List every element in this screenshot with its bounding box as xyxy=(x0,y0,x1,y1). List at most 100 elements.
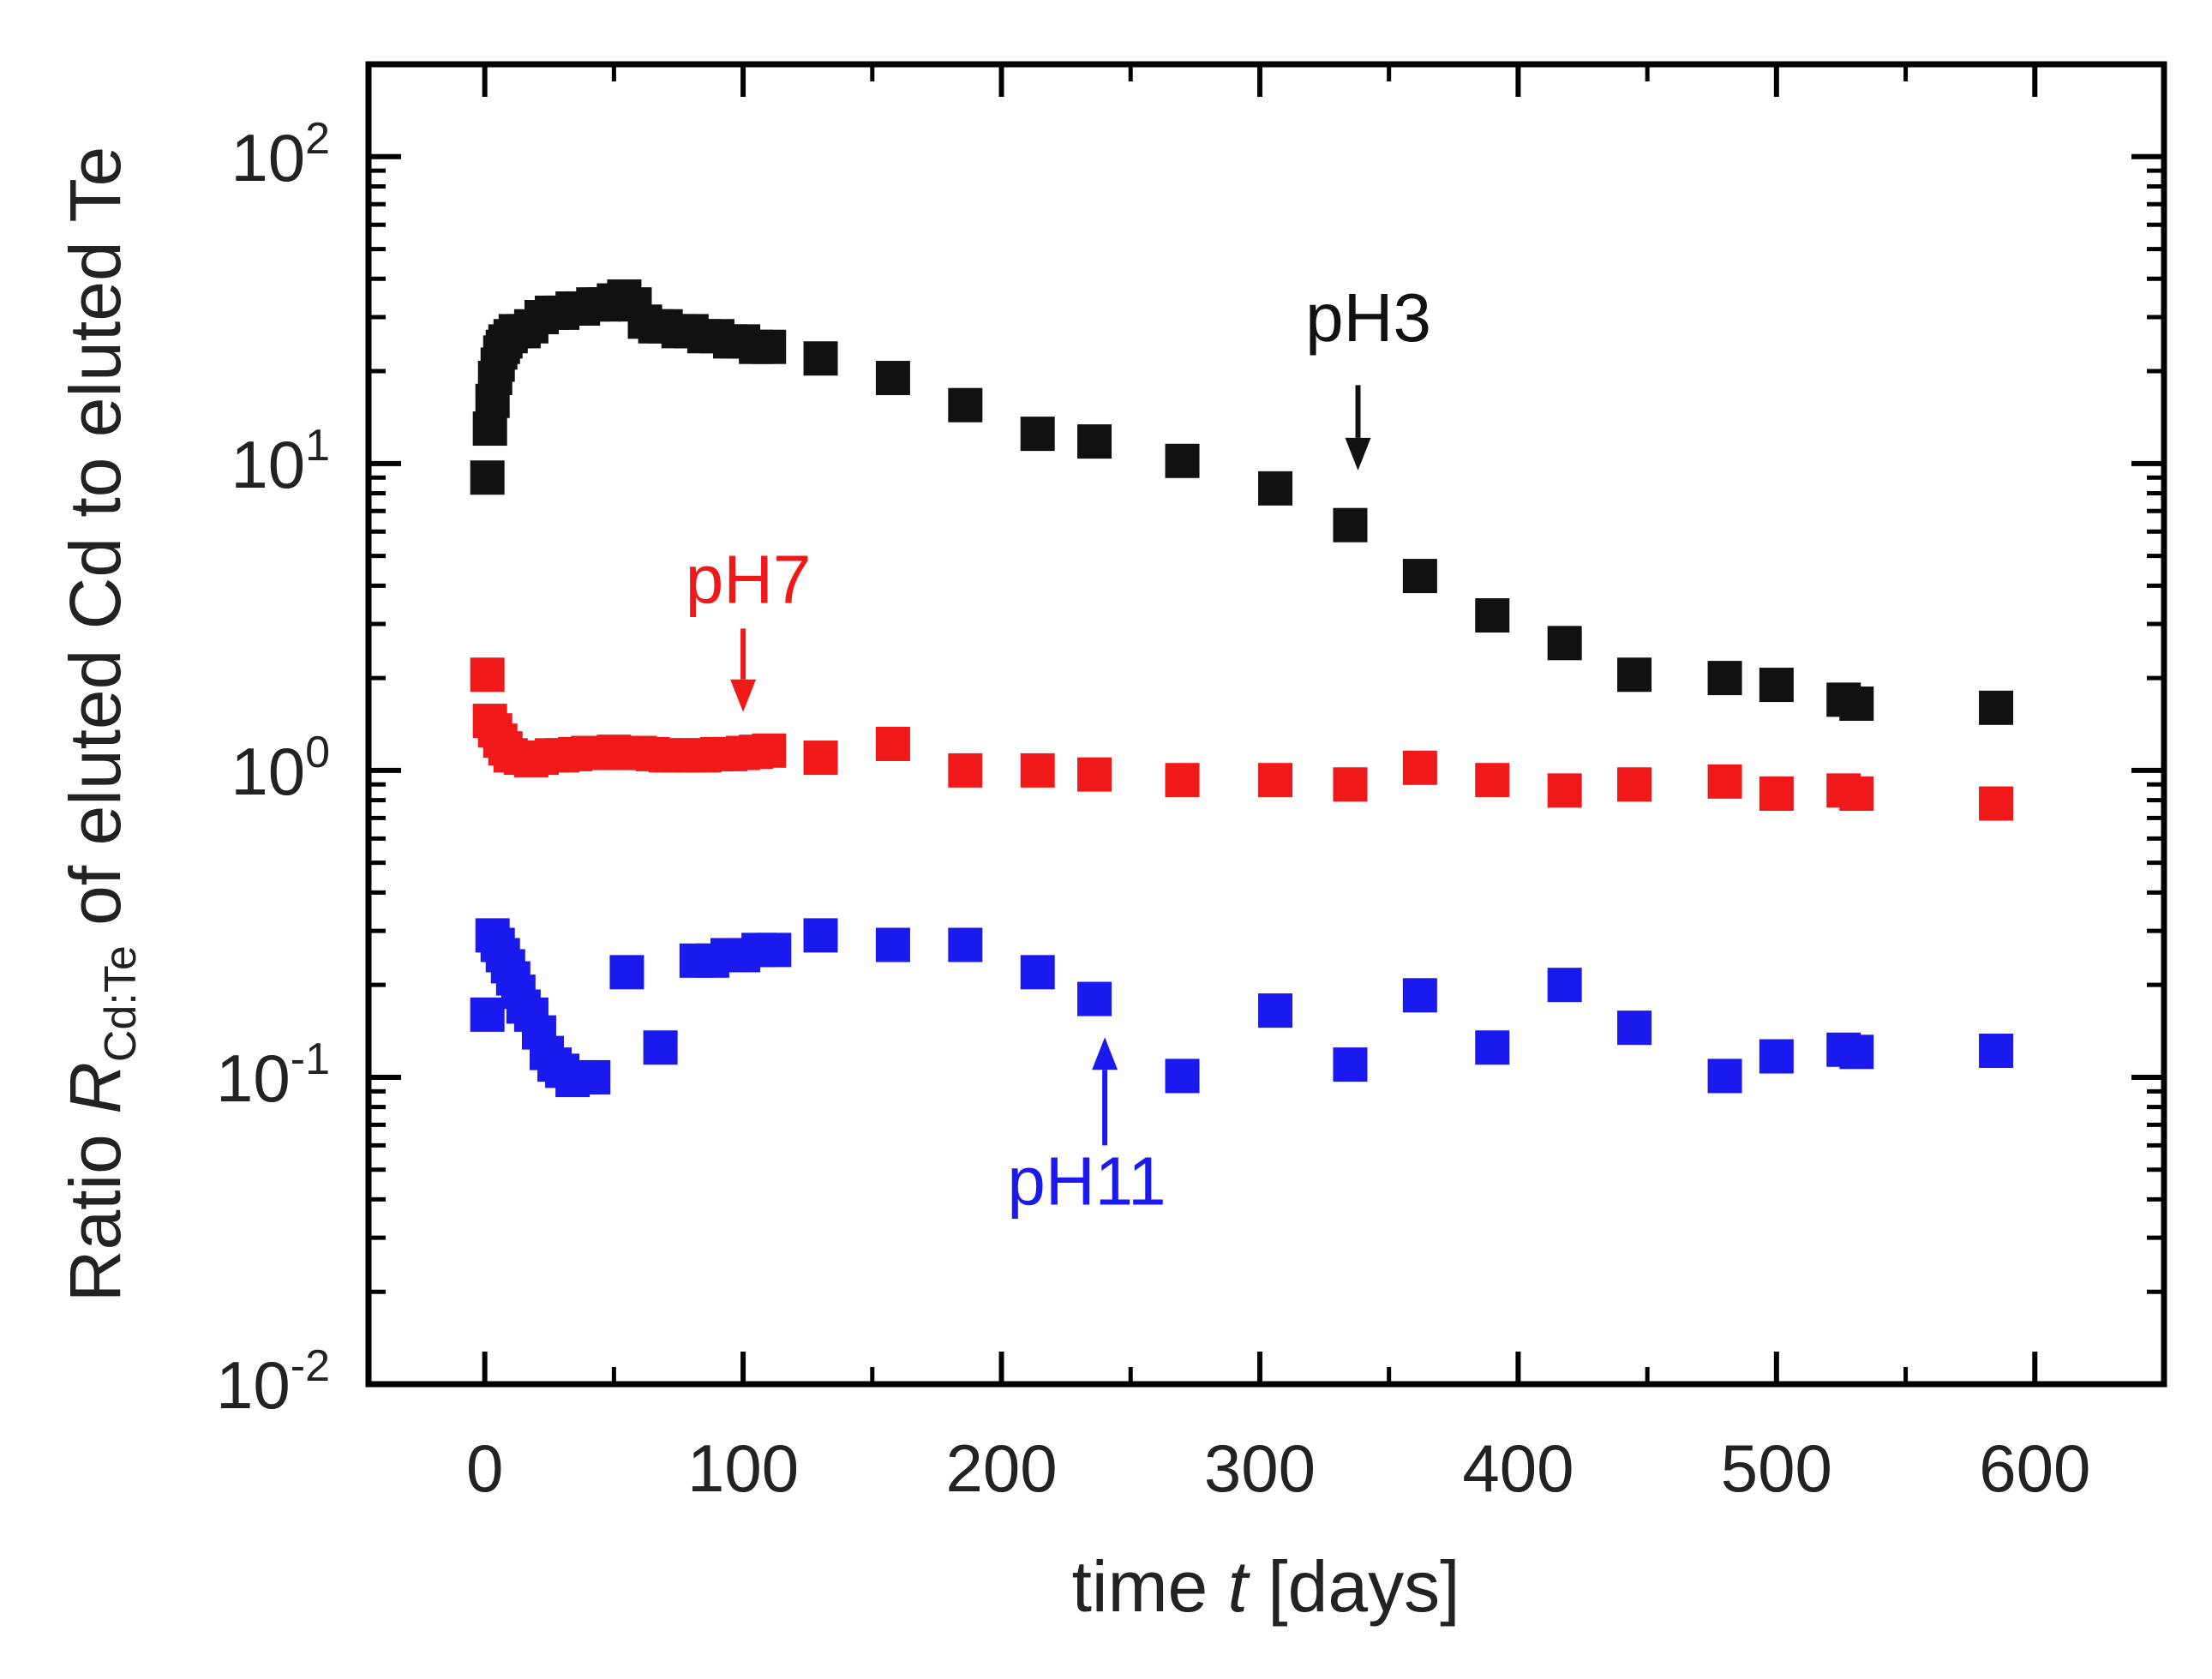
x-tick-label: 100 xyxy=(687,1430,799,1506)
axis-ticks xyxy=(369,62,2164,1387)
data-point-ph11 xyxy=(1979,1034,2014,1069)
x-axis-title-var: t xyxy=(1228,1546,1251,1627)
annotations: pH3 pH7 pH11 xyxy=(686,279,1431,1220)
data-point-ph11 xyxy=(948,927,983,962)
data-point-ph11 xyxy=(576,1059,611,1094)
data-point-ph3 xyxy=(1020,417,1055,452)
x-tick-label: 500 xyxy=(1721,1430,1832,1506)
data-point-ph11 xyxy=(1475,1030,1510,1065)
data-point-ph11 xyxy=(470,997,505,1032)
data-point-ph11 xyxy=(1333,1047,1368,1082)
data-point-ph11 xyxy=(1165,1058,1200,1094)
x-axis-title: time t [days] xyxy=(1072,1546,1460,1627)
data-point-ph7 xyxy=(1020,753,1055,788)
data-point-ph3 xyxy=(1333,507,1368,543)
data-point-ph7 xyxy=(1547,773,1582,808)
data-point-ph7 xyxy=(1839,777,1874,812)
y-tick-base: 10 xyxy=(231,120,305,195)
data-point-ph3 xyxy=(1077,424,1112,459)
data-point-ph11 xyxy=(1077,981,1112,1016)
data-point-ph7 xyxy=(752,733,787,768)
y-axis-title-suffix: of eluted Cd to eluted Te xyxy=(55,147,135,945)
arrow-head xyxy=(1345,437,1371,471)
data-point-ph11 xyxy=(1617,1010,1652,1046)
y-tick-label: 100 xyxy=(231,728,330,809)
series-ph7 xyxy=(470,657,2014,821)
data-point-ph7 xyxy=(470,657,505,693)
annotation-ph7: pH7 xyxy=(686,542,812,712)
x-axis-title-prefix: time xyxy=(1072,1546,1228,1627)
y-tick-label: 101 xyxy=(231,421,330,502)
data-point-ph3 xyxy=(752,329,787,364)
annotation-label: pH7 xyxy=(686,542,812,618)
data-series xyxy=(470,279,2014,1098)
data-point-ph3 xyxy=(803,341,838,376)
y-tick-base: 10 xyxy=(216,1040,291,1116)
y-tick-base: 10 xyxy=(231,734,305,809)
data-point-ph7 xyxy=(1402,750,1437,785)
y-tick-exponent: -1 xyxy=(291,1034,330,1084)
arrow-head xyxy=(730,679,757,712)
data-point-ph11 xyxy=(875,927,910,962)
data-point-ph3 xyxy=(875,361,910,396)
series-ph11 xyxy=(470,918,2014,1098)
data-point-ph11 xyxy=(1707,1058,1742,1094)
annotation-ph11: pH11 xyxy=(1007,1037,1166,1220)
data-point-ph7 xyxy=(1258,763,1293,798)
y-tick-exponent: 0 xyxy=(305,728,330,777)
x-axis-title-suffix: [days] xyxy=(1248,1546,1460,1627)
x-tick-label: 400 xyxy=(1462,1430,1574,1506)
data-point-ph7 xyxy=(1979,786,2014,821)
data-point-ph7 xyxy=(1617,767,1652,802)
x-tick-labels: 0 100 200 300 400 500 600 xyxy=(466,1430,2090,1506)
data-point-ph3 xyxy=(948,387,983,423)
data-point-ph7 xyxy=(803,741,838,776)
data-point-ph3 xyxy=(1617,657,1652,693)
data-point-ph7 xyxy=(875,726,910,761)
y-tick-label: 10-2 xyxy=(216,1341,330,1423)
data-point-ph7 xyxy=(1475,763,1510,798)
data-point-ph11 xyxy=(1759,1039,1794,1074)
x-tick-label: 300 xyxy=(1204,1430,1316,1506)
y-axis-title: Ratio RCd:Te of eluted Cd to eluted Te xyxy=(55,147,146,1302)
annotation-ph3: pH3 xyxy=(1305,279,1431,471)
y-axis-title-var: R xyxy=(55,1062,135,1114)
series-ph3 xyxy=(470,279,2014,725)
y-tick-exponent: 1 xyxy=(305,421,330,471)
data-point-ph3 xyxy=(1475,598,1510,633)
annotation-label: pH11 xyxy=(1007,1143,1166,1220)
plot-frame xyxy=(365,61,2167,1388)
data-point-ph3 xyxy=(1258,471,1293,506)
y-axis-title-subscript: Cd:Te xyxy=(96,945,146,1062)
data-point-ph11 xyxy=(1839,1034,1874,1070)
data-point-ph11 xyxy=(803,918,838,953)
y-axis-title-prefix: Ratio xyxy=(55,1114,135,1302)
data-point-ph3 xyxy=(1759,668,1794,703)
data-point-ph7 xyxy=(1077,757,1112,792)
data-point-ph7 xyxy=(948,753,983,788)
data-point-ph11 xyxy=(609,955,644,990)
data-point-ph3 xyxy=(1547,626,1582,661)
y-tick-label: 102 xyxy=(231,114,330,195)
data-point-ph3 xyxy=(1979,690,2014,725)
x-tick-label: 0 xyxy=(466,1430,503,1506)
arrow-head xyxy=(1092,1037,1118,1070)
data-point-ph3 xyxy=(470,460,505,495)
y-tick-exponent: -2 xyxy=(291,1341,330,1391)
data-point-ph3 xyxy=(1707,661,1742,696)
data-point-ph11 xyxy=(1258,993,1293,1028)
x-tick-label: 600 xyxy=(1979,1430,2090,1506)
x-tick-label: 200 xyxy=(945,1430,1057,1506)
data-point-ph7 xyxy=(1165,763,1200,798)
data-point-ph7 xyxy=(1333,767,1368,802)
data-point-ph3 xyxy=(1839,687,1874,722)
y-tick-exponent: 2 xyxy=(305,114,330,164)
data-point-ph11 xyxy=(643,1030,678,1065)
y-tick-label: 10-1 xyxy=(216,1034,330,1116)
data-point-ph11 xyxy=(1547,968,1582,1003)
data-point-ph3 xyxy=(1402,559,1437,594)
data-point-ph3 xyxy=(1165,443,1200,478)
y-tick-base: 10 xyxy=(231,427,305,502)
y-tick-base: 10 xyxy=(216,1347,291,1423)
